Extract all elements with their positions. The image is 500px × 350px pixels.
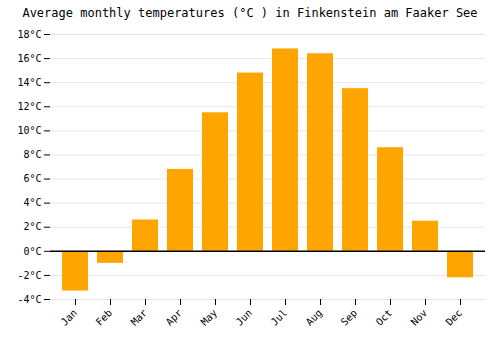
svg-text:2°C: 2°C xyxy=(23,221,41,232)
svg-text:18°C: 18°C xyxy=(17,29,41,40)
svg-text:Feb: Feb xyxy=(94,307,115,328)
svg-text:Apr: Apr xyxy=(164,307,185,328)
svg-text:Jul: Jul xyxy=(269,307,290,328)
svg-text:10°C: 10°C xyxy=(17,125,41,136)
svg-text:16°C: 16°C xyxy=(17,53,41,64)
svg-text:0°C: 0°C xyxy=(23,246,41,257)
svg-text:Mar: Mar xyxy=(129,307,150,328)
svg-text:-2°C: -2°C xyxy=(17,270,41,281)
svg-text:Sep: Sep xyxy=(339,307,360,328)
svg-text:Jan: Jan xyxy=(59,307,80,328)
svg-text:Nov: Nov xyxy=(409,307,430,328)
svg-text:6°C: 6°C xyxy=(23,173,41,184)
svg-text:Jun: Jun xyxy=(234,307,255,328)
svg-text:4°C: 4°C xyxy=(23,197,41,208)
svg-text:-4°C: -4°C xyxy=(17,294,41,305)
svg-text:May: May xyxy=(199,307,220,328)
svg-text:Aug: Aug xyxy=(304,307,325,328)
svg-text:12°C: 12°C xyxy=(17,101,41,112)
html-text:Average monthly temperatures (: Average monthly temperatures (°C ) in Fi… xyxy=(22,6,478,20)
svg-text:Dec: Dec xyxy=(444,307,465,328)
svg-text:8°C: 8°C xyxy=(23,149,41,160)
svg-text:14°C: 14°C xyxy=(17,77,41,88)
svg-text:Oct: Oct xyxy=(374,307,395,328)
